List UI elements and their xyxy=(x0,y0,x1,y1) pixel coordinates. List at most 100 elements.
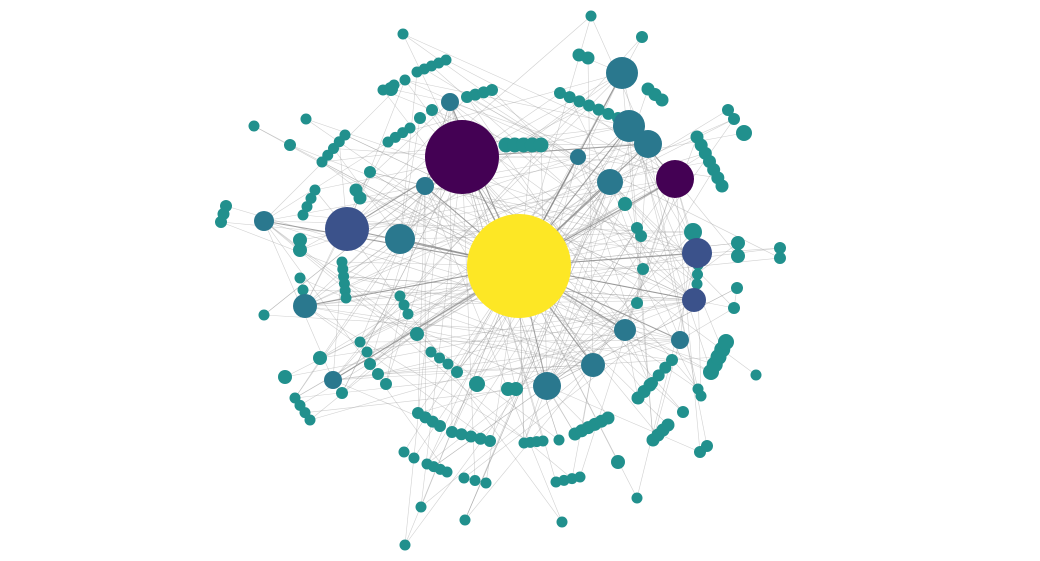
leaf-node[interactable] xyxy=(774,242,786,254)
leaf-node[interactable] xyxy=(434,352,445,364)
leaf-node[interactable] xyxy=(631,492,643,504)
leaf-node[interactable] xyxy=(636,31,648,43)
minor-node[interactable] xyxy=(606,57,638,89)
leaf-node[interactable] xyxy=(692,269,703,280)
leaf-node[interactable] xyxy=(459,514,471,526)
minor-node[interactable] xyxy=(581,353,605,377)
leaf-node[interactable] xyxy=(533,137,549,153)
minor-node[interactable] xyxy=(671,331,689,349)
leaf-node[interactable] xyxy=(509,382,523,396)
leaf-node[interactable] xyxy=(364,166,376,178)
leaf-node[interactable] xyxy=(340,292,352,304)
leaf-node[interactable] xyxy=(440,54,452,66)
leaf-node[interactable] xyxy=(618,197,632,211)
leaf-node[interactable] xyxy=(425,346,437,358)
leaf-node[interactable] xyxy=(339,129,351,141)
secondary-node[interactable] xyxy=(682,238,712,268)
leaf-node[interactable] xyxy=(465,430,477,443)
leaf-node[interactable] xyxy=(248,120,260,132)
leaf-node[interactable] xyxy=(313,351,327,365)
leaf-node[interactable] xyxy=(695,390,707,402)
leaf-node[interactable] xyxy=(426,104,438,116)
leaf-node[interactable] xyxy=(556,516,568,528)
leaf-node[interactable] xyxy=(474,432,487,445)
leaf-node[interactable] xyxy=(655,93,669,107)
leaf-node[interactable] xyxy=(398,446,410,458)
leaf-node[interactable] xyxy=(553,434,565,446)
leaf-node[interactable] xyxy=(455,428,468,441)
leaf-node[interactable] xyxy=(715,179,729,193)
leaf-node[interactable] xyxy=(701,440,713,452)
leaf-node[interactable] xyxy=(581,51,595,65)
leaf-node[interactable] xyxy=(361,346,373,358)
leaf-node[interactable] xyxy=(398,299,410,311)
minor-node[interactable] xyxy=(614,319,636,341)
leaf-node[interactable] xyxy=(718,334,734,350)
leaf-node[interactable] xyxy=(415,501,427,513)
minor-node[interactable] xyxy=(533,372,561,400)
leaf-node[interactable] xyxy=(446,426,458,438)
leaf-node[interactable] xyxy=(442,358,454,370)
leaf-node[interactable] xyxy=(404,122,416,134)
secondary-node[interactable] xyxy=(682,288,706,312)
leaf-node[interactable] xyxy=(305,192,317,204)
leaf-node[interactable] xyxy=(480,477,492,489)
leaf-node[interactable] xyxy=(583,99,595,112)
leaf-node[interactable] xyxy=(573,95,586,108)
leaf-node[interactable] xyxy=(293,243,307,257)
leaf-node[interactable] xyxy=(537,435,549,447)
leaf-node[interactable] xyxy=(750,369,762,381)
minor-node[interactable] xyxy=(597,169,623,195)
minor-node[interactable] xyxy=(613,110,645,142)
leaf-node[interactable] xyxy=(574,471,586,483)
minor-node[interactable] xyxy=(570,149,586,165)
leaf-node[interactable] xyxy=(484,435,496,447)
secondary-node[interactable] xyxy=(325,207,369,251)
leaf-node[interactable] xyxy=(451,366,463,378)
leaf-node[interactable] xyxy=(364,358,376,370)
major-node[interactable] xyxy=(425,120,499,194)
leaf-node[interactable] xyxy=(691,278,703,290)
leaf-node[interactable] xyxy=(336,387,348,399)
leaf-node[interactable] xyxy=(731,282,743,294)
hub-node[interactable] xyxy=(467,214,571,318)
leaf-node[interactable] xyxy=(354,336,366,348)
leaf-node[interactable] xyxy=(380,378,392,390)
leaf-node[interactable] xyxy=(722,104,734,116)
leaf-node[interactable] xyxy=(469,475,481,486)
leaf-node[interactable] xyxy=(300,113,312,125)
leaf-node[interactable] xyxy=(410,327,424,341)
leaf-node[interactable] xyxy=(220,200,232,212)
leaf-node[interactable] xyxy=(728,113,740,125)
leaf-node[interactable] xyxy=(611,455,625,469)
leaf-node[interactable] xyxy=(774,252,786,264)
minor-node[interactable] xyxy=(416,177,434,195)
leaf-node[interactable] xyxy=(728,302,740,314)
leaf-node[interactable] xyxy=(294,272,306,284)
leaf-node[interactable] xyxy=(563,91,576,104)
leaf-node[interactable] xyxy=(592,103,605,116)
leaf-node[interactable] xyxy=(602,107,615,120)
leaf-node[interactable] xyxy=(554,87,566,99)
leaf-node[interactable] xyxy=(304,414,316,426)
major-node[interactable] xyxy=(656,160,694,198)
leaf-node[interactable] xyxy=(434,420,446,432)
leaf-node[interactable] xyxy=(731,249,745,263)
leaf-node[interactable] xyxy=(258,309,270,321)
leaf-node[interactable] xyxy=(469,376,485,392)
leaf-node[interactable] xyxy=(731,236,745,250)
leaf-node[interactable] xyxy=(309,184,321,196)
leaf-node[interactable] xyxy=(301,201,313,213)
minor-node[interactable] xyxy=(385,224,415,254)
leaf-node[interactable] xyxy=(458,472,470,484)
leaf-node[interactable] xyxy=(353,191,367,205)
leaf-node[interactable] xyxy=(384,82,398,96)
leaf-node[interactable] xyxy=(293,233,307,247)
leaf-node[interactable] xyxy=(399,539,411,551)
leaf-node[interactable] xyxy=(637,263,649,275)
leaf-node[interactable] xyxy=(441,466,453,478)
leaf-node[interactable] xyxy=(278,370,292,384)
leaf-node[interactable] xyxy=(585,10,597,22)
leaf-node[interactable] xyxy=(408,452,420,464)
leaf-node[interactable] xyxy=(635,230,647,242)
